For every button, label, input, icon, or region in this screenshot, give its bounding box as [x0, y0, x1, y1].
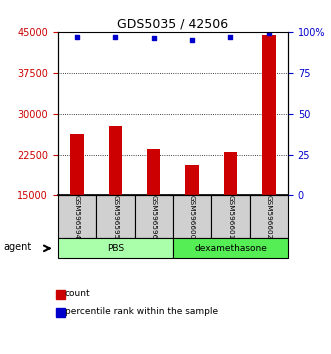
Title: GDS5035 / 42506: GDS5035 / 42506 — [118, 18, 228, 31]
Bar — [173, 238, 288, 258]
Bar — [224, 152, 237, 195]
Bar — [56, 308, 65, 317]
Text: percentile rank within the sample: percentile rank within the sample — [65, 307, 218, 316]
Bar — [147, 149, 161, 195]
Bar — [109, 126, 122, 195]
Bar — [71, 135, 84, 195]
Text: PBS: PBS — [107, 244, 124, 253]
Text: GSM596594: GSM596594 — [74, 195, 80, 239]
Text: GSM596601: GSM596601 — [227, 195, 233, 239]
Bar — [135, 195, 173, 238]
Point — [266, 31, 271, 36]
Text: GSM596600: GSM596600 — [189, 195, 195, 239]
Bar — [185, 165, 199, 195]
Point — [151, 35, 157, 41]
Point — [189, 37, 195, 43]
Text: GSM596596: GSM596596 — [151, 195, 157, 239]
Bar — [58, 238, 173, 258]
Bar — [56, 290, 65, 299]
Bar — [262, 35, 275, 195]
Point — [228, 34, 233, 40]
Bar — [58, 195, 96, 238]
Bar — [173, 195, 211, 238]
Bar — [96, 195, 135, 238]
Text: GSM596595: GSM596595 — [113, 195, 118, 239]
Text: GSM596602: GSM596602 — [266, 195, 272, 239]
Bar — [250, 195, 288, 238]
Bar — [211, 195, 250, 238]
Text: count: count — [65, 289, 90, 298]
Text: dexamethasone: dexamethasone — [194, 244, 267, 253]
Point — [74, 34, 80, 40]
Point — [113, 34, 118, 40]
Text: agent: agent — [3, 241, 31, 252]
